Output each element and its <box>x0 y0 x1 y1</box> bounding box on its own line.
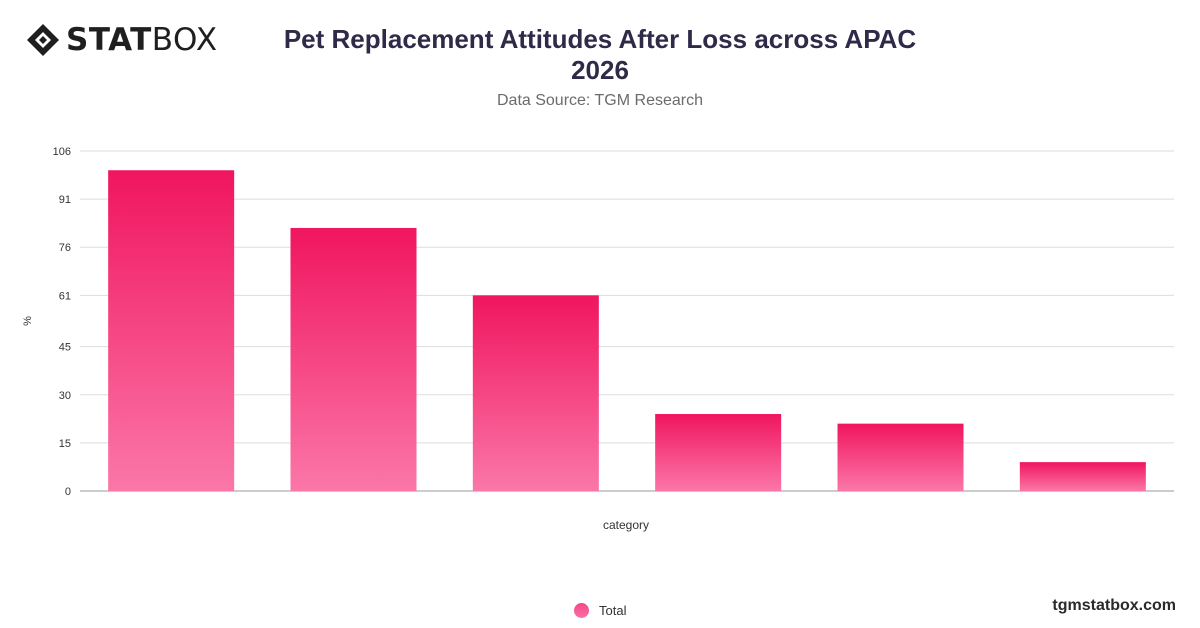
y-tick-label: 45 <box>59 342 71 354</box>
chart-subtitle: Data Source: TGM Research <box>496 92 703 109</box>
bar-1[interactable] <box>108 170 235 491</box>
statbox-logo: STATBOX <box>26 22 218 58</box>
brand-bold: STAT <box>66 21 152 58</box>
y-tick-label: 106 <box>53 146 71 158</box>
bar-2[interactable] <box>290 227 417 491</box>
x-axis-label: category <box>603 518 649 532</box>
bar-3[interactable] <box>472 295 599 491</box>
y-tick-label: 0 <box>65 486 71 498</box>
legend-swatch <box>574 603 589 618</box>
y-axis-label: % <box>22 316 34 326</box>
footer-site[interactable]: tgmstatbox.com <box>1052 597 1176 614</box>
brand-wordmark: STATBOX <box>66 21 218 58</box>
chart-title: Pet Replacement Attitudes After Loss acr… <box>200 24 1000 86</box>
y-tick-label: 30 <box>59 390 71 402</box>
y-tick-label: 91 <box>59 194 71 206</box>
legend-label-total: Total <box>599 603 627 618</box>
statbox-diamond-icon <box>27 24 59 56</box>
chart-title-line1: Pet Replacement Attitudes After Loss acr… <box>283 24 917 54</box>
bar-4[interactable] <box>655 414 782 491</box>
bar-5[interactable] <box>837 423 964 491</box>
chart-legend[interactable]: Total <box>574 603 626 618</box>
y-tick-label: 61 <box>59 290 71 302</box>
chart-title-line2: 2026 <box>571 55 629 85</box>
y-tick-label: 76 <box>59 242 71 254</box>
y-tick-label: 15 <box>59 438 71 450</box>
bar-6[interactable] <box>1019 462 1146 491</box>
brand-light: BOX <box>151 21 218 58</box>
